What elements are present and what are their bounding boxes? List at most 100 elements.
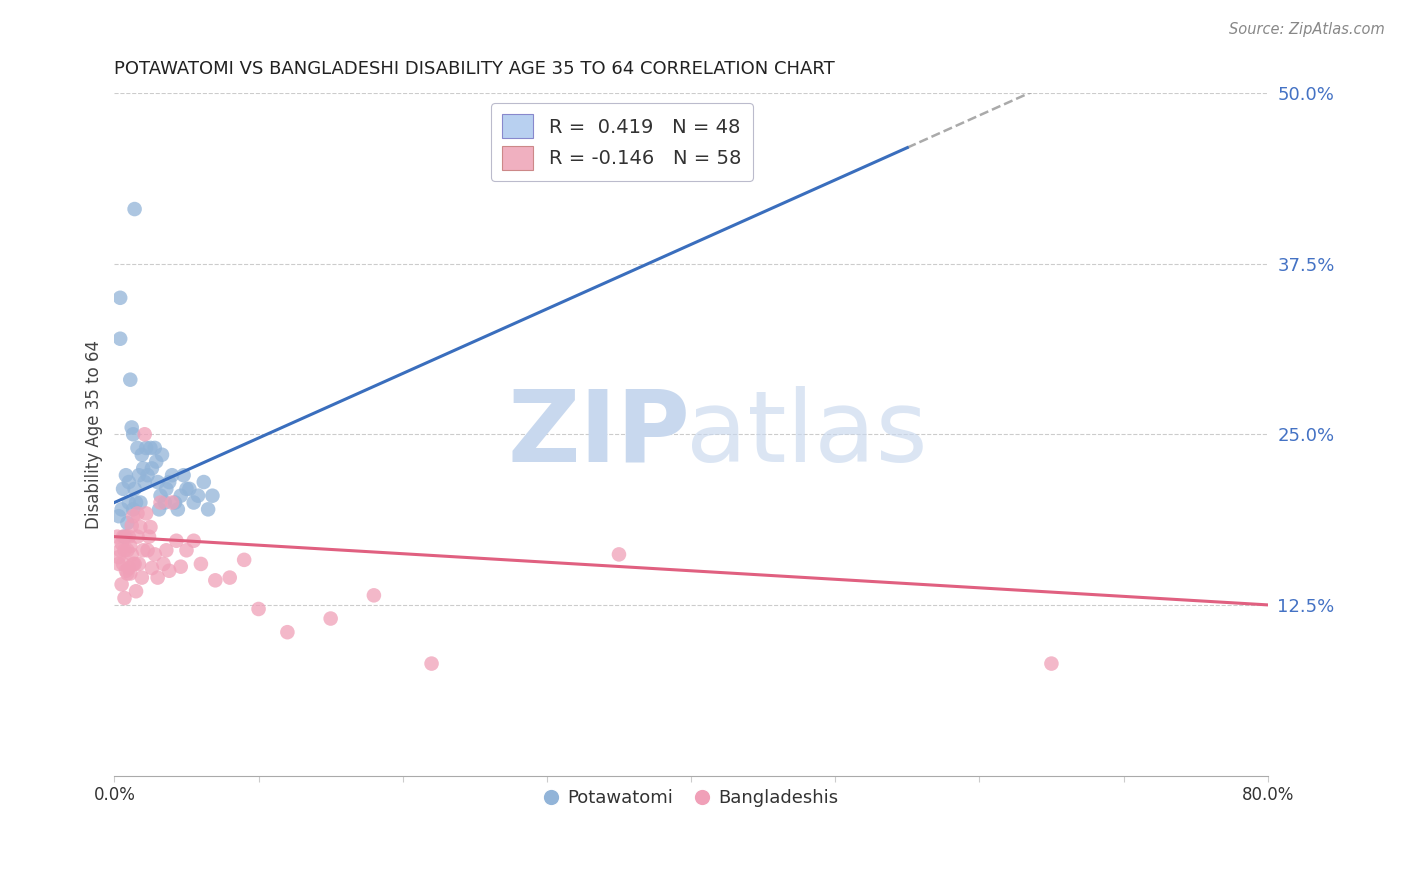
Point bbox=[136, 543, 159, 558]
Point bbox=[118, 561, 141, 575]
Point bbox=[114, 530, 136, 544]
Point bbox=[117, 543, 139, 558]
Point bbox=[160, 495, 183, 509]
Point bbox=[197, 502, 219, 516]
Point bbox=[108, 332, 131, 346]
Point bbox=[139, 441, 162, 455]
Point bbox=[134, 427, 156, 442]
Point bbox=[145, 454, 167, 468]
Point bbox=[150, 448, 173, 462]
Text: Source: ZipAtlas.com: Source: ZipAtlas.com bbox=[1229, 22, 1385, 37]
Point bbox=[131, 571, 153, 585]
Point bbox=[148, 502, 170, 516]
Point bbox=[176, 482, 198, 496]
Point bbox=[129, 495, 152, 509]
Point bbox=[112, 530, 135, 544]
Legend: Potawatomi, Bangladeshis: Potawatomi, Bangladeshis bbox=[537, 781, 845, 814]
Point bbox=[118, 475, 141, 489]
Point bbox=[163, 495, 186, 509]
Point bbox=[117, 566, 139, 581]
Point bbox=[125, 584, 148, 599]
Point bbox=[179, 482, 201, 496]
Point bbox=[157, 475, 180, 489]
Point bbox=[115, 564, 138, 578]
Point bbox=[165, 533, 187, 548]
Point bbox=[183, 533, 205, 548]
Point bbox=[129, 520, 152, 534]
Point bbox=[276, 625, 298, 640]
Point bbox=[132, 461, 155, 475]
Point bbox=[110, 536, 132, 550]
Point bbox=[183, 495, 205, 509]
Point bbox=[141, 561, 163, 575]
Point bbox=[121, 420, 143, 434]
Point bbox=[149, 489, 172, 503]
Point bbox=[170, 489, 193, 503]
Point bbox=[114, 543, 136, 558]
Text: ZIP: ZIP bbox=[508, 385, 690, 483]
Point bbox=[135, 441, 157, 455]
Point bbox=[127, 530, 149, 544]
Point bbox=[146, 571, 169, 585]
Point bbox=[125, 495, 148, 509]
Point bbox=[117, 516, 139, 530]
Point bbox=[122, 502, 145, 516]
Point bbox=[118, 495, 141, 509]
Point bbox=[193, 475, 215, 489]
Y-axis label: Disability Age 35 to 64: Disability Age 35 to 64 bbox=[86, 340, 103, 529]
Point bbox=[143, 441, 166, 455]
Point bbox=[115, 530, 138, 544]
Point bbox=[190, 557, 212, 571]
Point bbox=[319, 611, 342, 625]
Point bbox=[155, 482, 177, 496]
Point bbox=[121, 518, 143, 533]
Point bbox=[124, 202, 146, 216]
Point bbox=[155, 543, 177, 558]
Text: POTAWATOMI VS BANGLADESHI DISABILITY AGE 35 TO 64 CORRELATION CHART: POTAWATOMI VS BANGLADESHI DISABILITY AGE… bbox=[114, 60, 835, 78]
Point bbox=[170, 559, 193, 574]
Text: atlas: atlas bbox=[686, 385, 927, 483]
Point bbox=[128, 557, 150, 571]
Point bbox=[131, 448, 153, 462]
Point bbox=[247, 602, 270, 616]
Point bbox=[153, 495, 176, 509]
Point bbox=[166, 502, 188, 516]
Point bbox=[112, 482, 135, 496]
Point bbox=[135, 507, 157, 521]
Point bbox=[420, 657, 443, 671]
Point bbox=[176, 543, 198, 558]
Point bbox=[218, 571, 240, 585]
Point bbox=[136, 468, 159, 483]
Point bbox=[187, 489, 209, 503]
Point bbox=[124, 557, 146, 571]
Point bbox=[139, 520, 162, 534]
Point bbox=[108, 543, 131, 558]
Point bbox=[204, 574, 226, 588]
Point bbox=[138, 530, 160, 544]
Point bbox=[173, 468, 195, 483]
Point bbox=[107, 550, 129, 565]
Point bbox=[157, 564, 180, 578]
Point bbox=[143, 548, 166, 562]
Point bbox=[107, 509, 129, 524]
Point bbox=[118, 530, 141, 544]
Point bbox=[160, 468, 183, 483]
Point bbox=[114, 591, 136, 605]
Point bbox=[122, 427, 145, 442]
Point bbox=[105, 530, 128, 544]
Point bbox=[607, 548, 630, 562]
Point bbox=[363, 588, 385, 602]
Point bbox=[122, 557, 145, 571]
Point bbox=[201, 489, 224, 503]
Point bbox=[132, 543, 155, 558]
Point bbox=[108, 291, 131, 305]
Point bbox=[141, 461, 163, 475]
Point bbox=[120, 566, 142, 581]
Point bbox=[127, 441, 149, 455]
Point bbox=[146, 475, 169, 489]
Point bbox=[149, 495, 172, 509]
Point bbox=[122, 509, 145, 524]
Point bbox=[110, 577, 132, 591]
Point bbox=[110, 502, 132, 516]
Point bbox=[128, 468, 150, 483]
